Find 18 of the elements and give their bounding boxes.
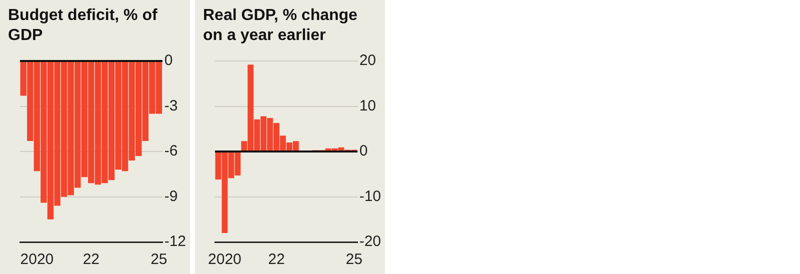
x-tick-label: 25 (150, 251, 168, 268)
chart-title: Real GDP, % change on a year earlier (203, 6, 358, 46)
x-tick-label: 22 (82, 251, 100, 268)
x-tick-label: 25 (346, 251, 362, 268)
x-tick-label: 22 (268, 251, 285, 268)
y-tick-label: -6 (164, 142, 178, 160)
x-tick-label: 2020 (208, 251, 242, 268)
y-tick-label: 10 (359, 97, 376, 114)
y-tick-label: -20 (359, 233, 382, 250)
y-tick-label: 0 (164, 52, 173, 70)
y-tick-label: -10 (359, 188, 382, 205)
chart-title: Budget deficit, % of GDP (8, 6, 158, 46)
y-tick-label: -3 (164, 97, 178, 114)
y-tick-label: 0 (359, 142, 368, 160)
y-tick-label: -9 (164, 188, 178, 205)
y-tick-label: -12 (164, 233, 186, 250)
y-tick-label: 20 (359, 52, 376, 70)
x-tick-label: 2020 (20, 251, 54, 268)
